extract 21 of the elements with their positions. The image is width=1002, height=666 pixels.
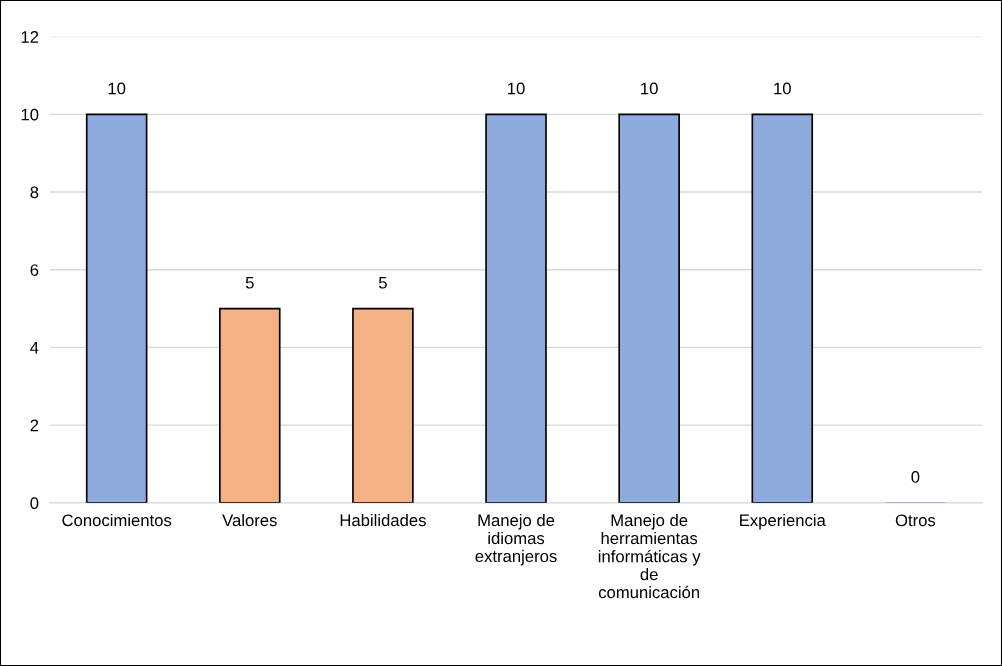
data-label: 10 [108, 82, 126, 95]
x-tick-label: Conocimientos [62, 513, 172, 527]
x-tick-label: Habilidades [340, 513, 426, 527]
y-tick-label: 2 [30, 419, 39, 432]
y-tick-label: 8 [30, 186, 39, 199]
y-tick-label: 0 [30, 497, 39, 510]
data-label: 10 [774, 82, 791, 95]
x-tick-label: Valores [222, 513, 277, 527]
x-tick-label: Manejo de idiomas extranjeros [475, 513, 557, 566]
y-tick-label: 4 [30, 342, 39, 354]
data-label: 10 [641, 82, 658, 95]
x-tick-label: Experiencia [740, 513, 826, 530]
x-tick-label: Manejo de herramientas informáticas y de comunicación [598, 513, 701, 599]
x-tick-label: Otros [895, 514, 936, 527]
y-tick-label: 10 [21, 108, 39, 121]
data-label: 5 [378, 276, 387, 289]
data-label: 0 [911, 471, 920, 483]
data-label: 10 [508, 82, 525, 95]
y-tick-label: 6 [30, 264, 39, 276]
y-tick-label: 12 [21, 31, 39, 43]
data-label: 5 [245, 276, 254, 289]
